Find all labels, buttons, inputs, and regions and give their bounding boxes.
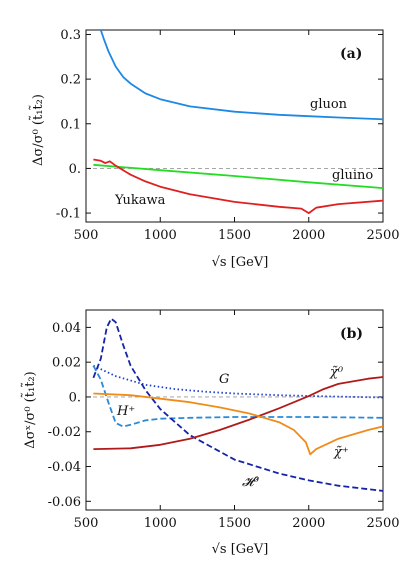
y-tick-label-a: 0.2 <box>60 73 81 88</box>
x-tick-label-a: 1000 <box>144 228 177 243</box>
series-label-g: G <box>219 372 229 387</box>
series-label-h0: 𝓗⁰ <box>242 475 260 490</box>
y-tick-label-b: 0.04 <box>52 321 81 336</box>
series-line-b-1 <box>92 365 383 428</box>
series-line-a-1 <box>93 163 383 189</box>
x-tick-label-a: 2500 <box>366 228 399 243</box>
y-tick-label-b: 0. <box>69 390 81 405</box>
panel-a: 500 1000 1500 2000 2500 -0.1 0. 0.1 0.2 0.3 (a) g… <box>29 28 399 270</box>
y-tick-label-b: -0.04 <box>48 460 81 475</box>
x-tick-label-b: 1000 <box>144 516 177 531</box>
panel-label-b: (b) <box>340 326 363 342</box>
x-tick-label-a: 1500 <box>218 228 251 243</box>
series-label-yukawa: Yukawa <box>114 193 166 208</box>
panel-b: 500 1000 1500 2000 2500 -0.06 -0.04 -0.02 0. 0.02… <box>21 309 400 557</box>
series-label-chi0: χ̃⁰ <box>329 365 344 380</box>
series-label-gluon: gluon <box>310 97 348 112</box>
x-axis-title-a: √s [GeV] <box>212 255 269 270</box>
x-tick-label-b: 2000 <box>292 516 325 531</box>
y-tick-label-a: 0.3 <box>60 28 81 43</box>
x-tick-label-b: 1500 <box>218 516 251 531</box>
series-line-a-2 <box>93 158 383 215</box>
y-tick-label-b: 0.02 <box>52 356 81 371</box>
y-tick-label-b: -0.02 <box>48 425 81 440</box>
y-tick-label-a: 0.1 <box>60 117 81 132</box>
series-line-a-0 <box>99 30 383 121</box>
x-tick-label-a: 500 <box>74 228 99 243</box>
y-tick-label-b: -0.06 <box>48 495 81 510</box>
y-tick-label-a: 0. <box>69 162 81 177</box>
y-axis-title-a: Δσ/σ⁰ (t̃₁t̃₂) <box>29 94 46 166</box>
series-line-b-2 <box>92 317 383 492</box>
x-tick-label-b: 2500 <box>366 516 399 531</box>
series-label-gluino: gluino <box>332 168 373 183</box>
panel-label-a: (a) <box>340 46 362 62</box>
series-line-b-4 <box>93 392 383 456</box>
x-tick-label-a: 2000 <box>292 228 325 243</box>
x-tick-label-b: 500 <box>74 516 99 531</box>
series-line-b-3 <box>93 376 383 450</box>
series-label-chiplus: χ̃⁺ <box>333 445 349 460</box>
y-tick-label-a: -0.1 <box>56 207 81 222</box>
x-axis-title-b: √s [GeV] <box>212 542 269 557</box>
series-label-hplus: H⁺ <box>116 404 135 419</box>
y-axis-title-b: Δσˣ/σ⁰ (t̃₁t̃₂) <box>21 371 38 448</box>
